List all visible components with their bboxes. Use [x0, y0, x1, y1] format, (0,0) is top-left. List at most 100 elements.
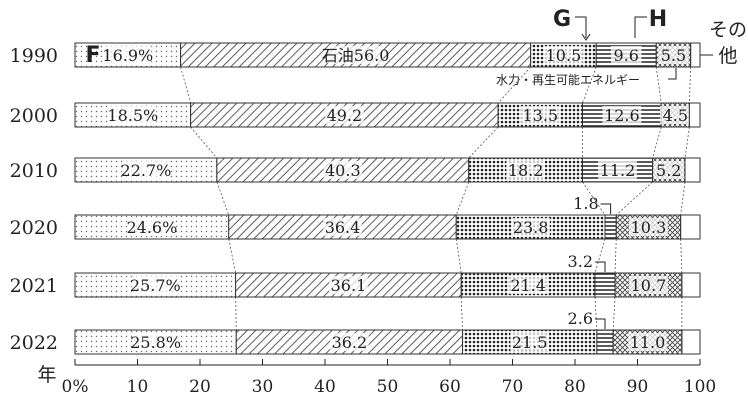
renewable-value-2021: 3.2	[568, 252, 593, 271]
data-label-bg	[629, 218, 668, 236]
data-label-bg	[508, 276, 548, 294]
data-label-2022-4: 11.0	[630, 333, 666, 352]
series-g-label: G	[553, 7, 571, 32]
annotations-group: F G H 水力・再生可能エネルギー その他 1.8 3.2 2.6	[85, 7, 747, 329]
renewable-label: 水力・再生可能エネルギー	[496, 73, 640, 87]
data-label-bg	[658, 46, 689, 64]
x-axis: 0% 10 20 30 40 50 60 70 80 90 100 年	[37, 359, 716, 397]
data-label-bg	[610, 46, 642, 64]
data-label-2010-1: 40.3	[325, 161, 361, 180]
data-label-bg	[506, 161, 546, 179]
connector-line	[612, 296, 616, 331]
data-label-2010-3: 11.2	[600, 161, 636, 180]
connector-line	[594, 296, 598, 331]
connector-line	[180, 66, 192, 104]
x-tick-label-40: 40	[314, 377, 336, 397]
series-h-pointer	[634, 16, 647, 38]
data-label-2000-0: 18.5%	[107, 106, 158, 125]
data-label-2021-1: 36.1	[331, 276, 367, 295]
connector-line	[497, 66, 531, 104]
data-label-2010-0: 22.7%	[121, 161, 172, 180]
data-label-bg	[131, 276, 179, 294]
connector-line	[615, 181, 653, 216]
data-label-2021-4: 10.7	[631, 276, 667, 295]
connector-line	[680, 238, 683, 274]
data-label-2022-0: 25.8%	[130, 333, 181, 352]
data-label-bg	[628, 333, 667, 351]
series-g-arrow-icon	[581, 33, 591, 41]
data-label-2020-1: 36.4	[325, 218, 361, 237]
bar-segment-2000-5	[688, 102, 701, 128]
x-tick-label-10: 10	[127, 377, 149, 397]
data-label-1990-0: 16.9%	[102, 46, 153, 65]
bar-segment-2020-5	[680, 214, 701, 240]
data-label-bg	[520, 106, 560, 124]
renewable-pointer-2022	[595, 318, 606, 329]
bar-segment-2010-5	[684, 157, 701, 183]
bar-segment-2021-5	[681, 272, 701, 298]
data-label-bg	[602, 106, 642, 124]
data-label-2021-0: 25.7%	[130, 276, 181, 295]
data-label-2022-2: 21.5	[512, 333, 548, 352]
connector-line	[216, 181, 230, 216]
connector-line	[652, 126, 662, 159]
connector-line	[582, 181, 606, 216]
category-label-2010: 2010	[10, 160, 58, 182]
connector-line	[655, 66, 662, 104]
connector-line	[684, 126, 690, 159]
renewable-pointer-2020	[600, 203, 612, 214]
data-label-bg	[132, 333, 180, 351]
series-g-pointer	[575, 16, 587, 38]
x-tick-label-80: 80	[564, 377, 586, 397]
data-label-2000-2: 13.5	[523, 106, 559, 125]
bar-segment-2021-3	[594, 272, 616, 298]
data-label-bg	[653, 161, 685, 179]
category-label-2021: 2021	[10, 275, 58, 297]
x-tick-label-20: 20	[189, 377, 211, 397]
data-label-bg	[329, 276, 368, 294]
x-tick-label-100: 100	[684, 377, 716, 397]
data-label-bg	[104, 46, 152, 64]
connector-line	[582, 66, 597, 104]
data-label-2000-4: 4.5	[663, 106, 688, 125]
data-label-2022-1: 36.2	[332, 333, 368, 352]
bar-segment-1990-5	[690, 42, 701, 68]
data-label-1990-4: 5.5	[661, 46, 686, 65]
series-f-label: F	[85, 43, 100, 68]
data-label-2020-0: 24.6%	[126, 218, 177, 237]
connector-line	[190, 126, 218, 159]
renewable-pointer-2021	[595, 261, 606, 272]
renewable-pointer	[668, 68, 677, 80]
x-tick-label-0%: 0%	[62, 377, 89, 397]
category-label-1990: 1990	[10, 45, 58, 67]
data-label-1990-3: 9.6	[614, 46, 639, 65]
other-label-line1: その	[709, 19, 747, 41]
data-label-bg	[328, 46, 384, 64]
data-label-bg	[128, 218, 176, 236]
bar-segment-2022-3	[596, 329, 614, 355]
data-label-2010-4: 5.2	[656, 161, 681, 180]
x-tick-label-70: 70	[502, 377, 524, 397]
data-label-2020-2: 23.8	[513, 218, 549, 237]
data-label-2000-3: 12.6	[604, 106, 640, 125]
data-label-2020-4: 10.3	[631, 218, 667, 237]
data-label-bg	[544, 46, 583, 64]
data-label-bg	[109, 106, 157, 124]
data-label-2010-2: 18.2	[508, 161, 544, 180]
connector-line	[468, 126, 499, 159]
connector-line	[228, 238, 237, 274]
bar-segment-2022-5	[681, 329, 701, 355]
bar-segment-2020-3	[604, 214, 617, 240]
renewable-value-2020: 1.8	[573, 194, 598, 213]
other-label-line2: 他	[718, 45, 737, 67]
data-label-bg	[598, 161, 637, 179]
x-tick-label-60: 60	[439, 377, 461, 397]
data-label-bg	[323, 161, 363, 179]
data-label-bg	[329, 333, 369, 351]
data-label-bg	[510, 333, 550, 351]
x-tick-label-50: 50	[377, 377, 399, 397]
data-label-2000-1: 49.2	[327, 106, 363, 125]
bars-group: 1990 16.9% 石油56.0 10.5 9.6 5.5 2000 18.5% 49.2 13…	[10, 42, 701, 355]
connector-line	[688, 66, 692, 104]
data-label-2021-2: 21.4	[510, 276, 546, 295]
